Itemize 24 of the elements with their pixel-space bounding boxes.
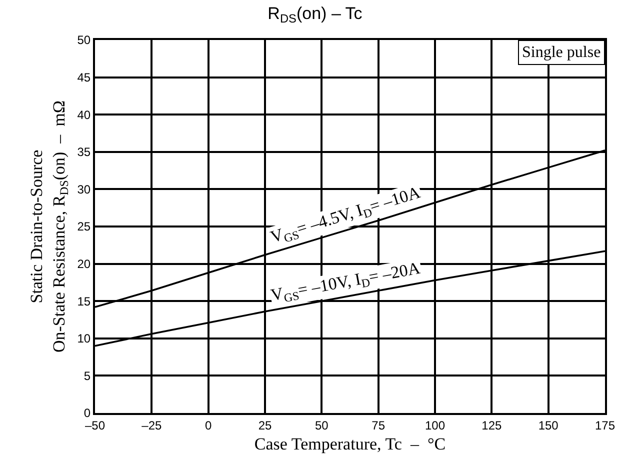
y-tick-label: 5 [84,368,91,383]
y-tick-label: 30 [77,182,91,196]
x-tick-label: 0 [204,418,212,432]
y-tick-label: 45 [77,70,91,84]
x-tick-label: –50 [84,418,106,432]
x-tick-label: 150 [538,418,559,432]
y-tick-label: 35 [77,145,91,160]
y-tick-label: 20 [77,257,91,271]
x-tick-label: 75 [372,418,386,432]
x-axis-title: Case Temperature, Tc – °C [254,434,446,454]
x-tick-label: –25 [142,418,162,432]
x-tick-label: 100 [424,418,446,432]
x-tick-label: 25 [258,418,272,432]
y-tick-label: 40 [77,108,91,122]
chart-title: R$_{DS}$(on) – Tc [268,4,363,26]
annotation: Single pulse [522,44,601,61]
y-tick-label: 0 [84,406,91,420]
y-tick-label: 10 [77,332,91,346]
x-tick-label: 50 [314,418,329,432]
x-tick-label: 125 [482,418,502,432]
y-tick-label: 15 [77,294,91,308]
x-tick-label: 175 [594,418,616,432]
y-tick-label: 50 [77,33,91,48]
y-tick-label: 25 [77,220,91,234]
